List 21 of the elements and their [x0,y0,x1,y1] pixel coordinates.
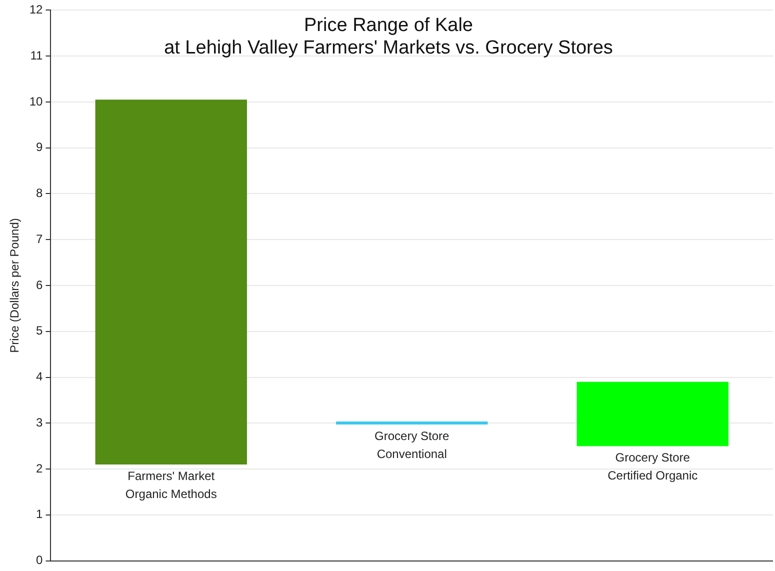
bar [95,100,247,464]
y-tick-label: 1 [36,507,44,522]
y-tick-label: 3 [36,415,44,430]
x-tick-label: Grocery Store Certified Organic [608,450,698,482]
y-tick-label: 0 [36,553,44,568]
text: Price Range of Kale at Lehigh Valley Farmers' Markets vs. Grocery Stores [164,14,613,59]
bar [576,382,728,446]
y-tick-label: 12 [29,2,44,17]
y-tick-label: 5 [36,324,44,338]
x-tick-label: Farmers' Market Organic Methods [125,468,217,501]
y-tick-label: 6 [36,278,44,292]
y-axis-title: Price (Dollars per Pound) [8,218,22,353]
y-tick-label: 11 [30,48,44,62]
y-tick-label: 7 [36,232,44,246]
y-tick-label: 4 [36,370,44,384]
y-tick-label: 9 [36,140,44,154]
y-tick-label: 8 [36,186,44,200]
y-tick-label: 10 [29,94,44,108]
bar [336,422,488,425]
x-tick-label: Grocery Store Conventional [374,428,450,461]
y-tick-label: 2 [36,461,44,476]
